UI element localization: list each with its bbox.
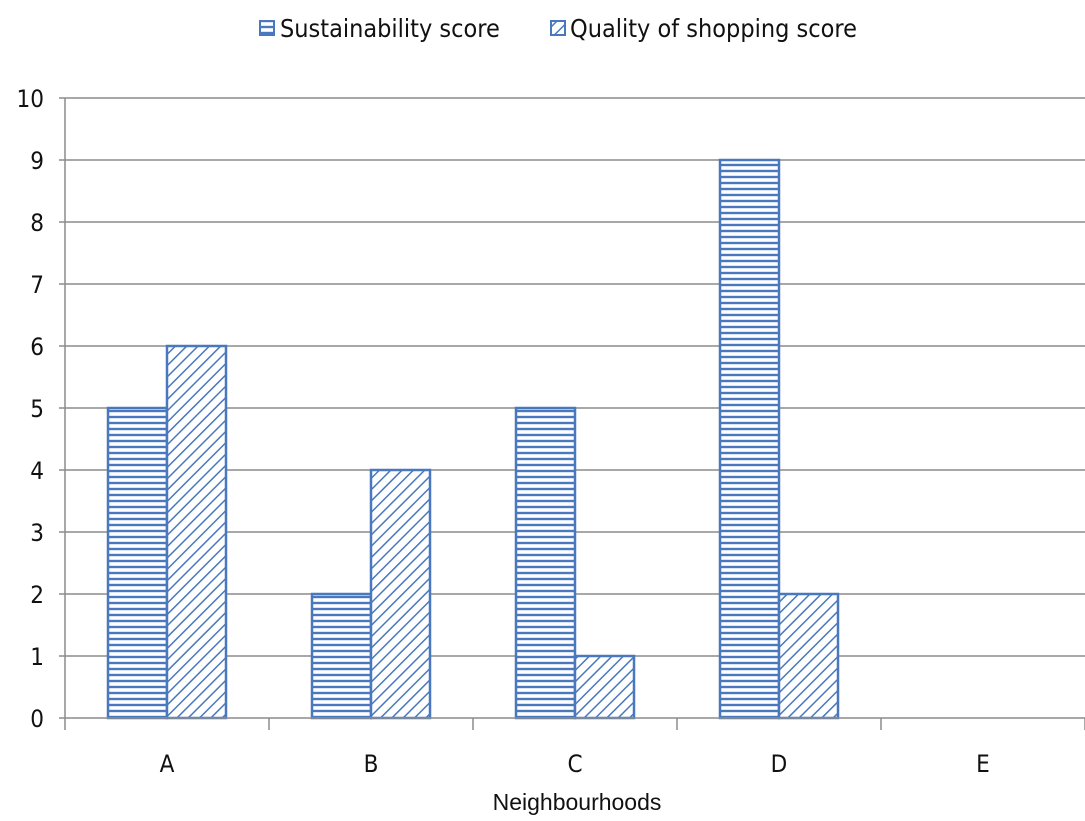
legend-label-sustainability: Sustainability score: [280, 14, 500, 43]
x-axis-tick-labels: A B C D E: [160, 750, 990, 778]
legend-item-sustainability: Sustainability score: [259, 14, 500, 43]
axes: [64, 98, 1085, 730]
y-axis-tick-labels: 0 1 2 3 4 5 6 7 8 9 10: [17, 85, 44, 733]
x-tick-label: D: [771, 750, 788, 778]
x-tick-label: E: [976, 750, 990, 778]
x-tick-label: B: [364, 750, 379, 778]
x-tick-label: A: [160, 750, 175, 778]
bar-quality-b: [369, 468, 432, 720]
bar-quality-a: [165, 344, 228, 720]
bar-sustainability-a: [106, 406, 169, 720]
y-tick-label: 9: [30, 147, 44, 175]
bar-sustainability-b: [310, 592, 373, 720]
legend-swatch-quality: [550, 20, 566, 36]
legend-item-quality: Quality of shopping score: [550, 14, 857, 43]
y-tick-label: 2: [30, 581, 44, 609]
legend-label-quality: Quality of shopping score: [570, 14, 857, 43]
y-tick-label: 1: [30, 643, 44, 671]
legend: Sustainability score Quality of shopping…: [259, 14, 857, 43]
legend-swatch-sustainability: [259, 20, 275, 36]
bar-sustainability-c: [514, 406, 577, 720]
x-tick-label: C: [567, 750, 582, 778]
y-tick-label: 3: [30, 519, 44, 547]
y-tick-label: 10: [17, 85, 44, 113]
bar-quality-c: [573, 654, 636, 720]
y-tick-label: 6: [30, 333, 44, 361]
y-tick-label: 4: [30, 457, 44, 485]
y-tick-label: 7: [30, 271, 44, 299]
y-tick-label: 5: [30, 395, 44, 423]
y-tick-label: 8: [30, 209, 44, 237]
bar-sustainability-d: [718, 158, 781, 720]
bars: [106, 158, 840, 720]
bar-quality-d: [777, 592, 840, 720]
x-axis-title: Neighbourhoods: [493, 789, 662, 815]
y-tick-label: 0: [30, 705, 44, 733]
